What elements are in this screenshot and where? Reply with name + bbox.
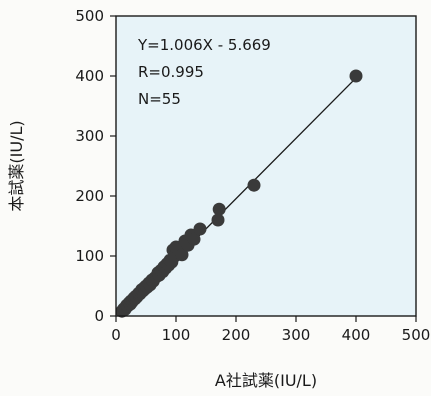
x-tick-label: 500 — [402, 326, 431, 344]
regression-stat-text: R=0.995 — [138, 63, 204, 81]
x-tick-label: 0 — [111, 326, 121, 344]
data-point — [349, 69, 363, 83]
y-tick-label: 200 — [75, 187, 104, 205]
data-point — [193, 222, 207, 236]
data-point — [211, 213, 225, 227]
regression-stats: Y=1.006X - 5.669 R=0.995 N=55 — [137, 36, 271, 108]
y-axis-ticks: 0 100 200 300 400 500 — [75, 7, 116, 325]
plot-frame — [115, 15, 417, 317]
data-point — [175, 248, 189, 262]
y-tick-label: 0 — [94, 307, 104, 325]
x-axis-label: A社試薬(IU/L) — [215, 371, 317, 390]
data-point — [212, 202, 226, 216]
y-tick-label: 400 — [75, 67, 104, 85]
y-tick-label: 500 — [75, 7, 104, 25]
regression-stat-text: Y=1.006X - 5.669 — [137, 36, 271, 54]
x-tick-label: 200 — [222, 326, 251, 344]
data-point — [187, 232, 201, 246]
x-tick-label: 100 — [162, 326, 191, 344]
data-point — [247, 178, 261, 192]
y-tick-label: 300 — [75, 127, 104, 145]
x-tick-label: 400 — [342, 326, 371, 344]
x-axis-ticks: 0 100 200 300 400 500 — [111, 316, 430, 344]
y-tick-label: 100 — [75, 247, 104, 265]
data-points — [115, 69, 363, 318]
y-axis-label: 本試薬(IU/L) — [7, 120, 26, 211]
regression-stat-text: N=55 — [138, 90, 181, 108]
x-tick-label: 300 — [282, 326, 311, 344]
